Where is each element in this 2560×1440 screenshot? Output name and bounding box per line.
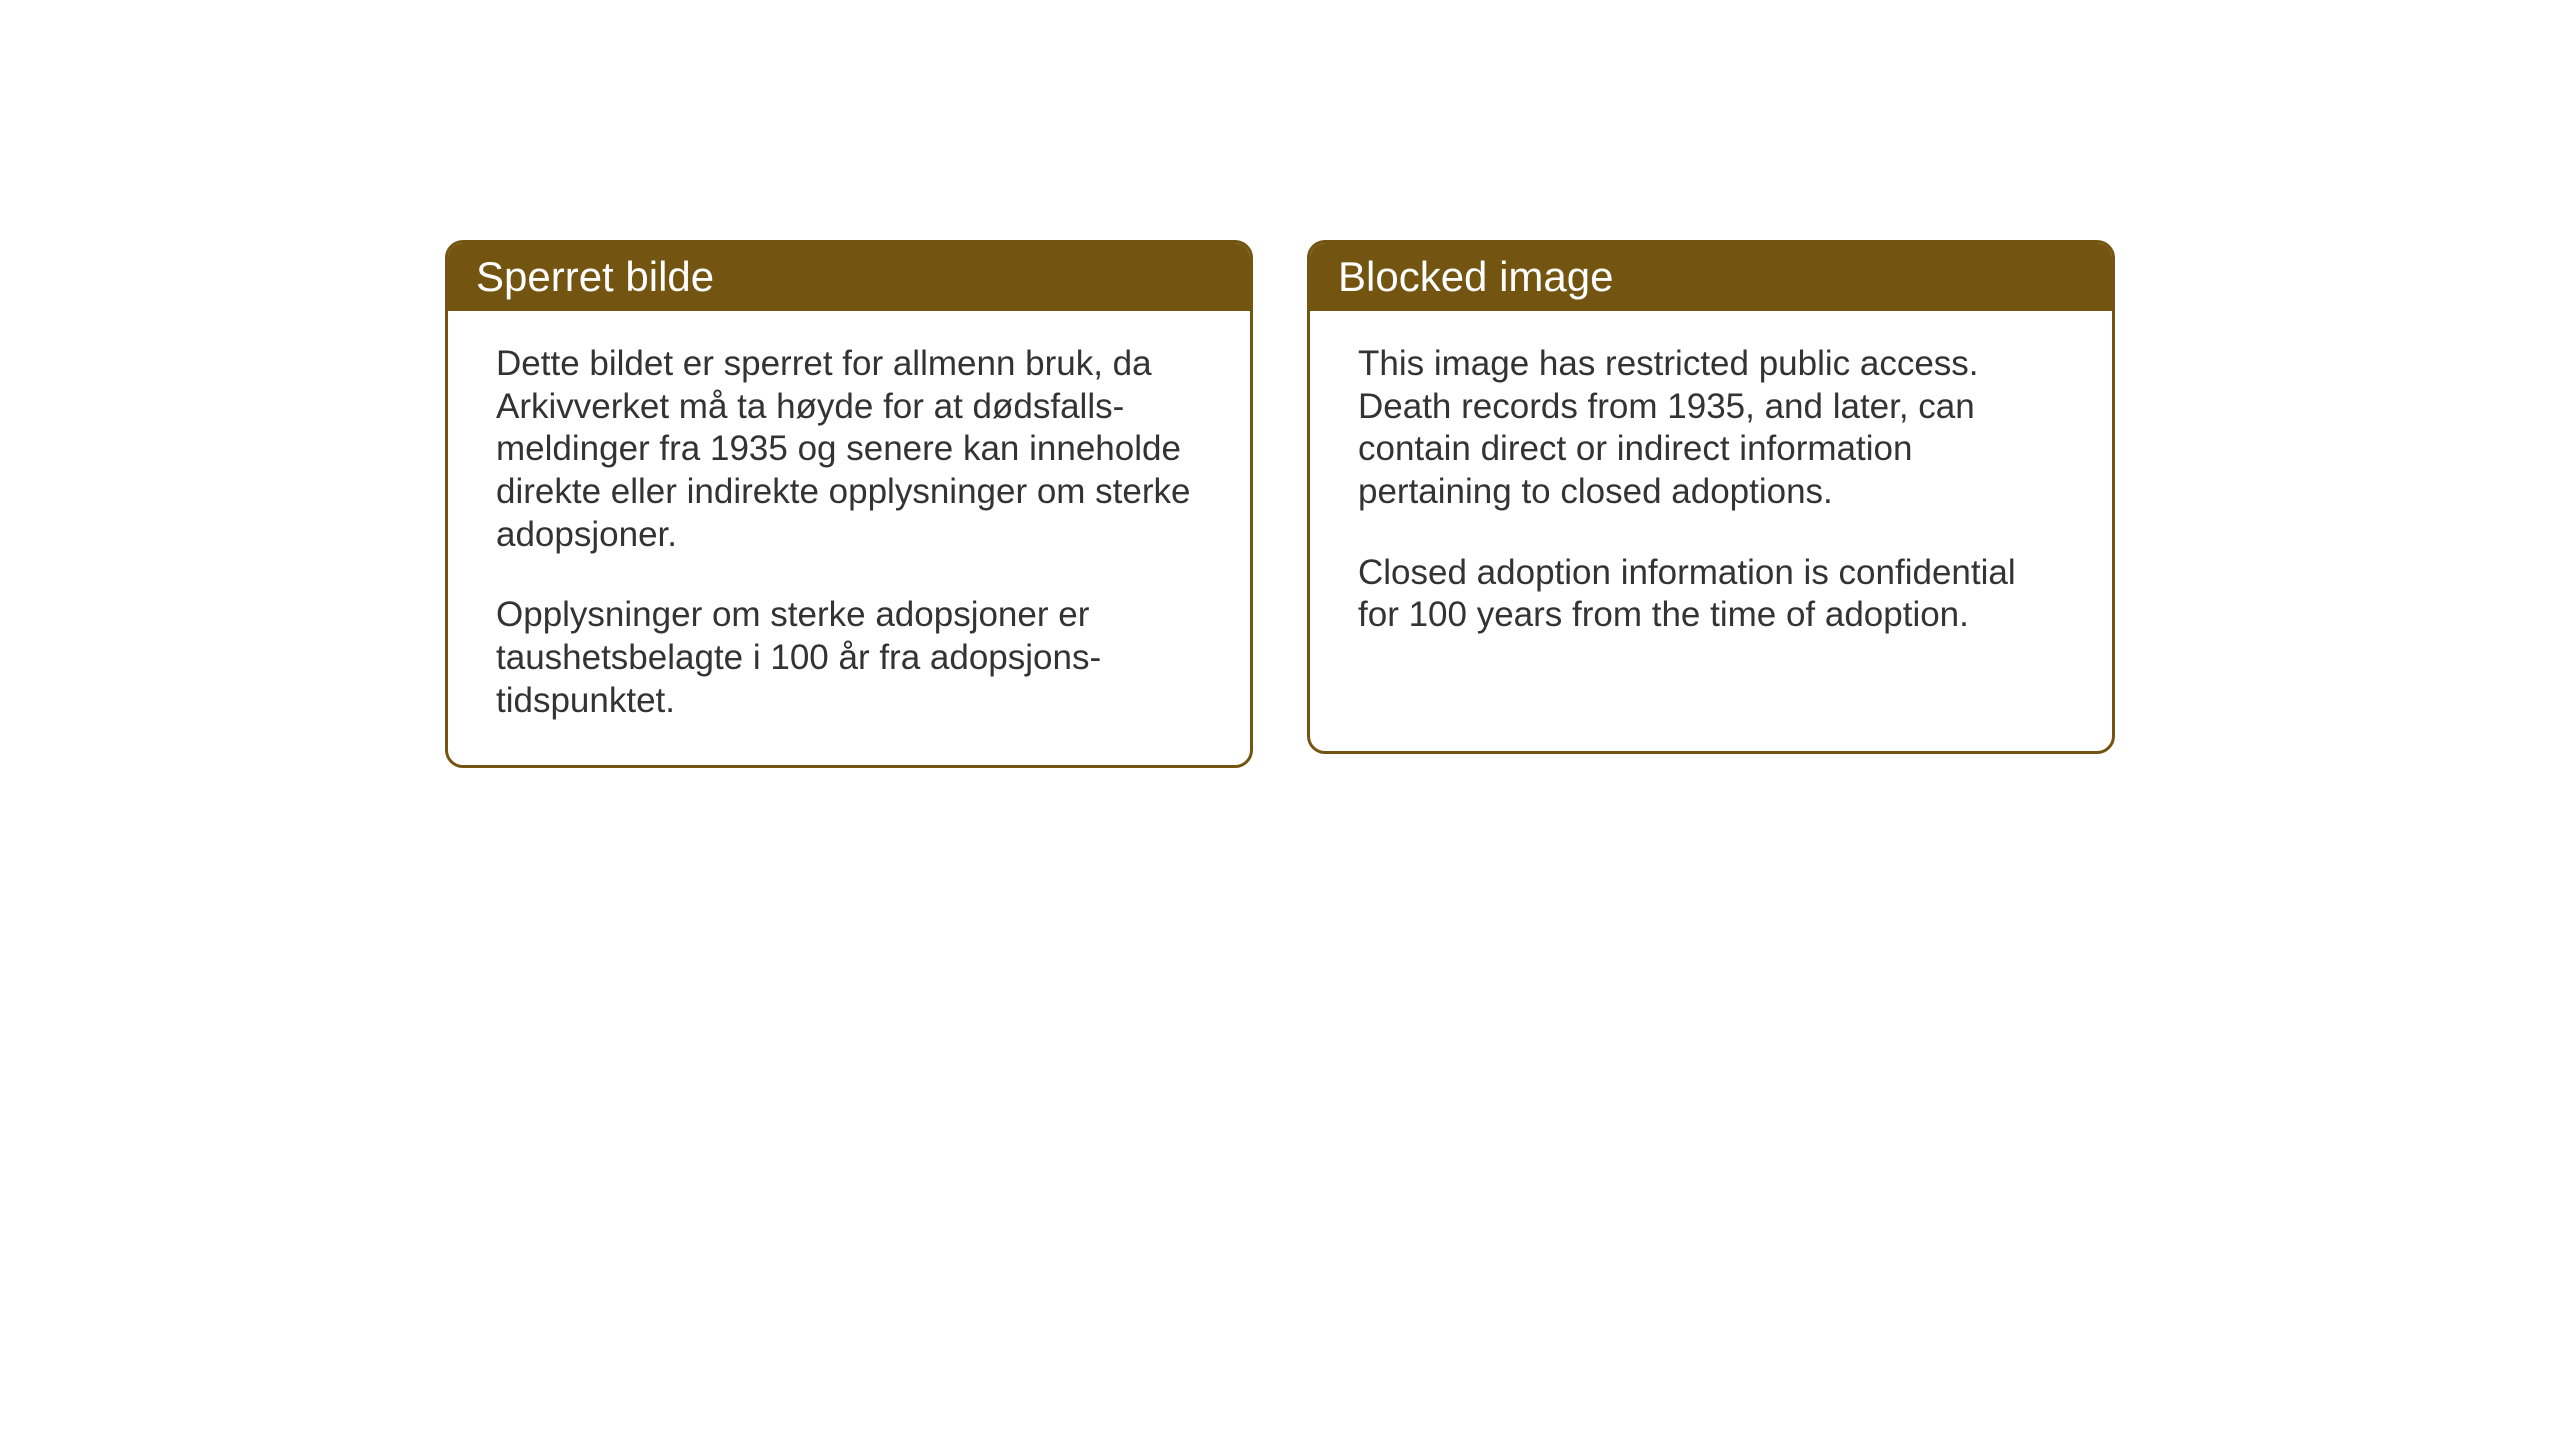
notice-container: Sperret bilde Dette bildet er sperret fo… bbox=[445, 240, 2115, 768]
norwegian-card-body: Dette bildet er sperret for allmenn bruk… bbox=[448, 311, 1250, 765]
norwegian-paragraph-1: Dette bildet er sperret for allmenn bruk… bbox=[496, 343, 1202, 556]
norwegian-paragraph-2: Opplysninger om sterke adopsjoner er tau… bbox=[496, 594, 1202, 722]
norwegian-card-title: Sperret bilde bbox=[448, 243, 1250, 311]
english-paragraph-2: Closed adoption information is confident… bbox=[1358, 552, 2064, 637]
norwegian-notice-card: Sperret bilde Dette bildet er sperret fo… bbox=[445, 240, 1253, 768]
english-paragraph-1: This image has restricted public access.… bbox=[1358, 343, 2064, 514]
english-card-title: Blocked image bbox=[1310, 243, 2112, 311]
english-notice-card: Blocked image This image has restricted … bbox=[1307, 240, 2115, 754]
english-card-body: This image has restricted public access.… bbox=[1310, 311, 2112, 679]
